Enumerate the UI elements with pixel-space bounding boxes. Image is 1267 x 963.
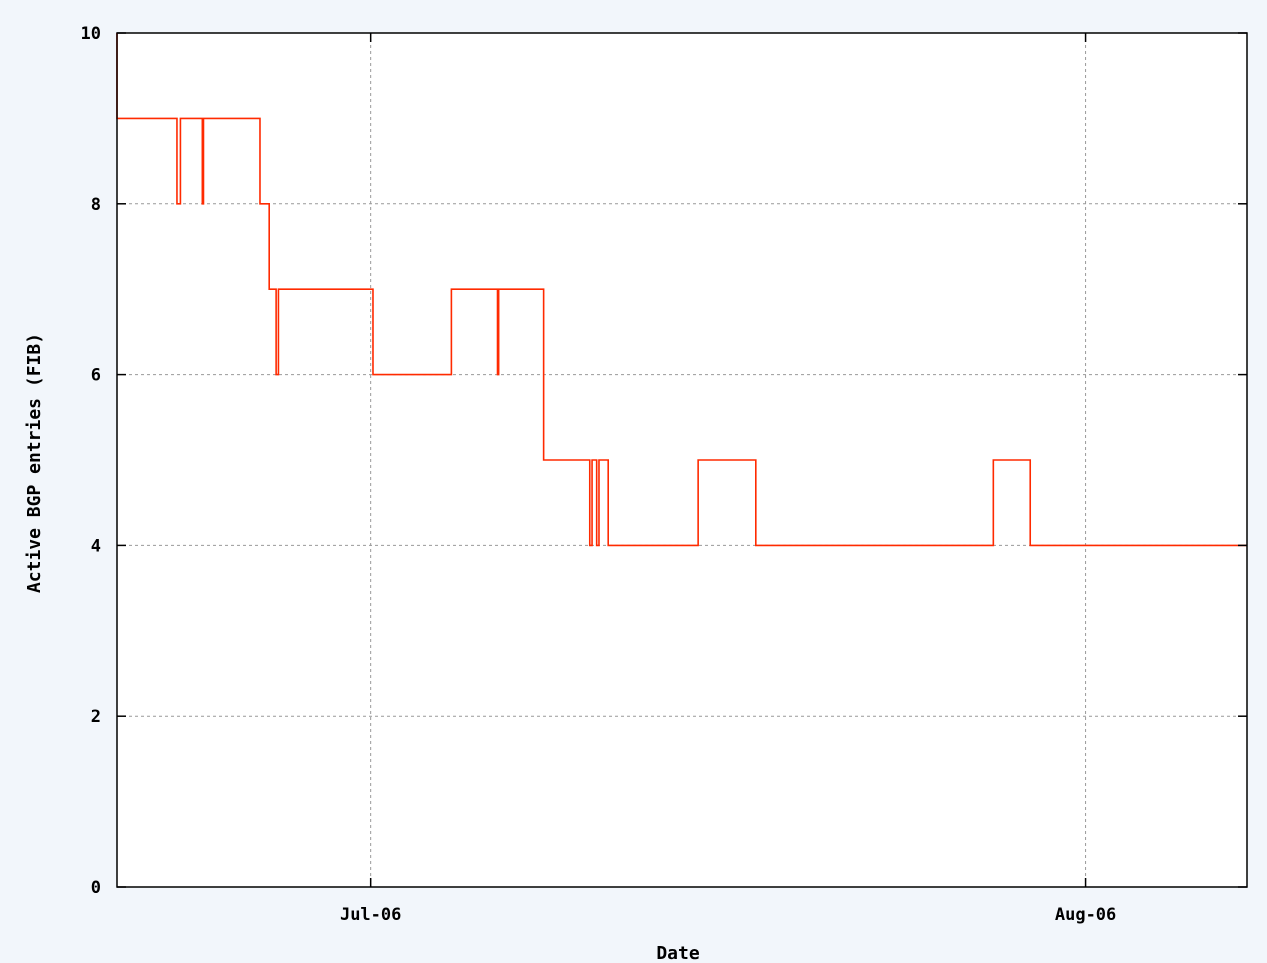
- y-tick-label: 0: [91, 878, 101, 898]
- data-series: [116, 33, 1247, 547]
- x-axis-label: Date: [656, 943, 700, 963]
- plot-frame: [116, 32, 1248, 888]
- y-axis-label: Active BGP entries (FIB): [24, 333, 45, 593]
- plot-area: [117, 33, 1247, 887]
- y-tick-label: 4: [91, 536, 101, 556]
- axis-ticks: 0 2 4 6 8 10 Jul-06 Aug-06: [81, 24, 1247, 925]
- y-tick-label: 10: [81, 24, 101, 44]
- y-tick-label: 2: [91, 707, 101, 727]
- x-tick-label: Aug-06: [1055, 905, 1116, 925]
- y-tick-label: 8: [91, 195, 101, 215]
- x-tick-label: Jul-06: [340, 905, 401, 925]
- y-tick-label: 6: [91, 366, 101, 386]
- series-line-0: [116, 33, 1247, 547]
